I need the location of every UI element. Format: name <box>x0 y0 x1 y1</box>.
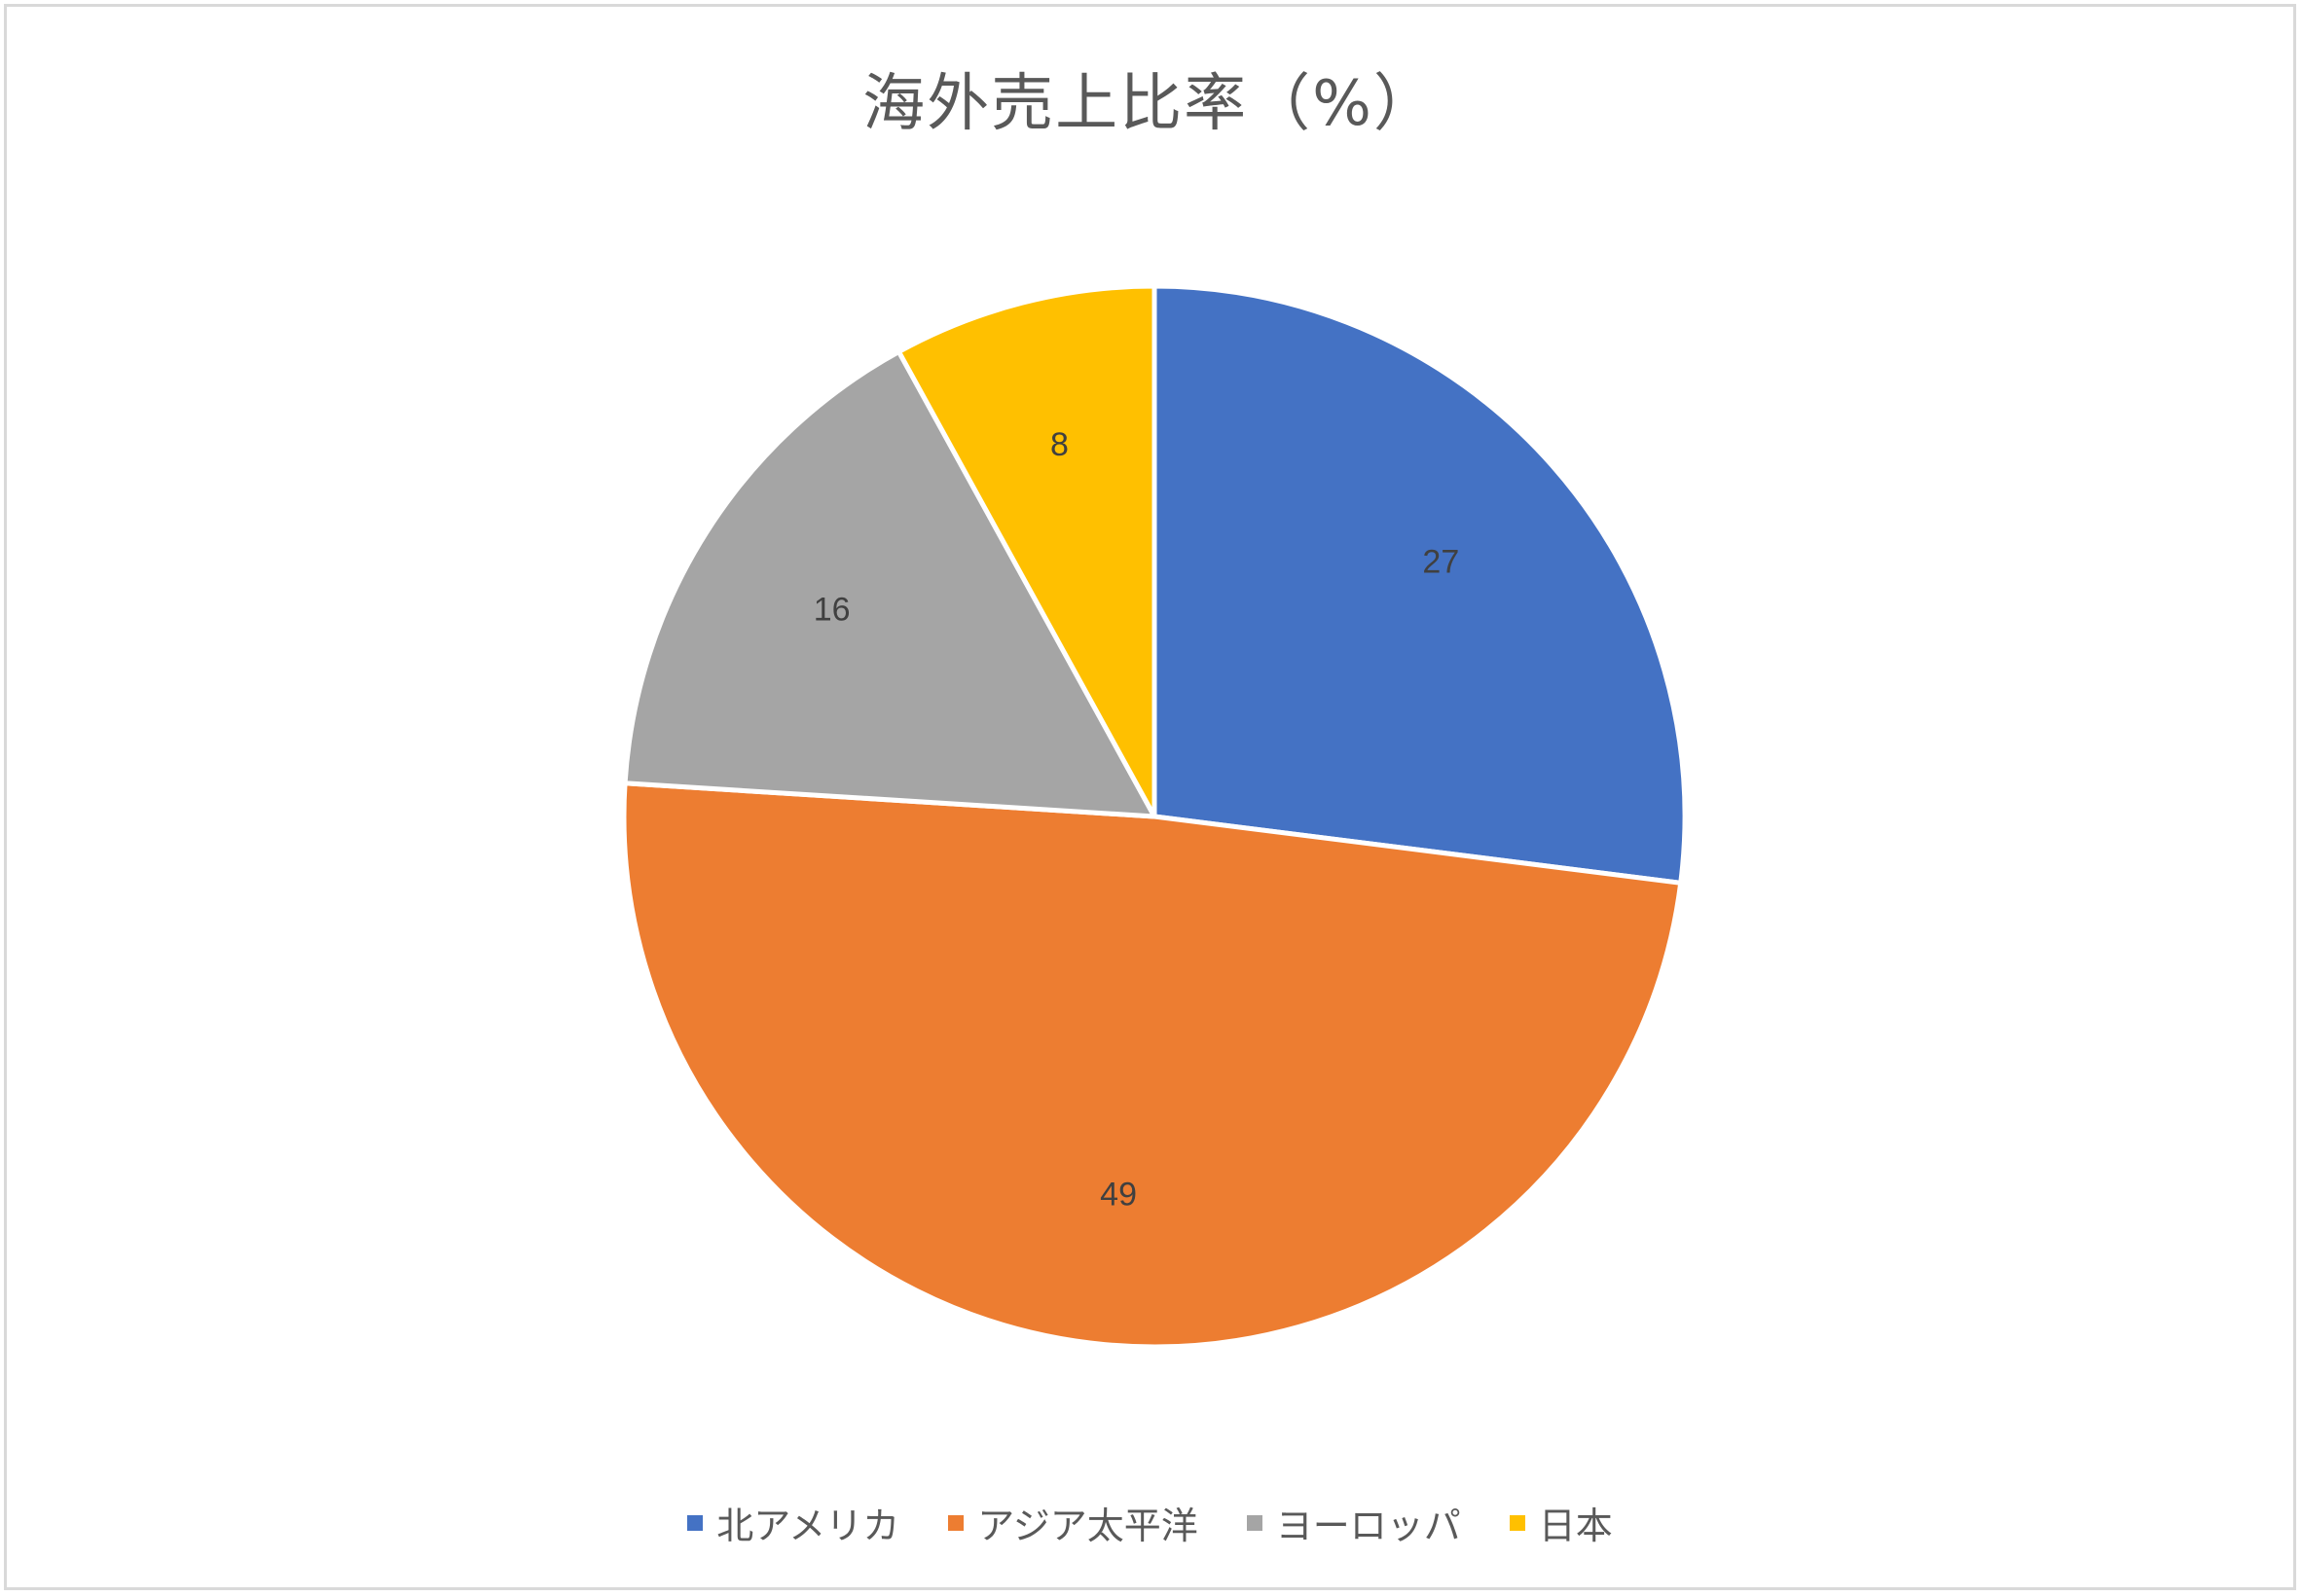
data-label-europe: 16 <box>814 592 851 629</box>
pie-slice-europe <box>622 348 1157 819</box>
legend-swatch <box>1509 1514 1525 1531</box>
legend-item-japan: 日本 <box>1509 1496 1613 1549</box>
chart-title: 海外売上比率（%） <box>862 68 1438 140</box>
legend-item-europe: ヨーロッパ <box>1246 1496 1461 1549</box>
legend-swatch <box>948 1514 965 1531</box>
data-label-japan: 8 <box>1050 426 1069 463</box>
pie-slice-japan <box>895 283 1157 819</box>
data-label-asia-pacific: 49 <box>1100 1177 1137 1214</box>
pie-chart: 27 49 16 8 <box>621 283 1688 1350</box>
legend-swatch <box>687 1514 704 1531</box>
data-label-north-america: 27 <box>1422 543 1459 580</box>
legend-item-asia-pacific: アジア太平洋 <box>948 1496 1198 1549</box>
pie-slice-asia-pacific <box>621 780 1684 1350</box>
legend-swatch <box>1246 1514 1262 1531</box>
legend-label: 北アメリカ <box>716 1505 900 1547</box>
chart-area: 海外売上比率（%） 27 49 16 8 北アメリカ アジア太平洋 ヨーロッパ 日本 <box>4 4 2296 1590</box>
legend-label: アジア太平洋 <box>977 1505 1198 1547</box>
legend-item-north-america: 北アメリカ <box>687 1496 899 1549</box>
legend-label: 日本 <box>1538 1505 1613 1547</box>
legend: 北アメリカ アジア太平洋 ヨーロッパ 日本 <box>7 1496 2293 1549</box>
legend-label: ヨーロッパ <box>1275 1505 1461 1547</box>
pie-slice-north-america <box>1151 283 1688 886</box>
